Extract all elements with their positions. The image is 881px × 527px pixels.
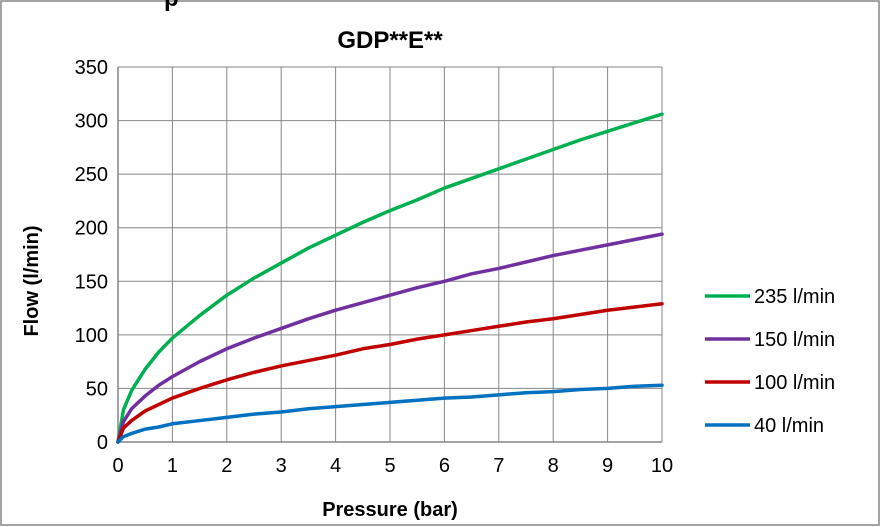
x-tick-label: 10 <box>651 455 673 477</box>
y-tick-label: 50 <box>86 378 108 400</box>
legend-label: 40 l/min <box>754 415 824 437</box>
legend-label: 235 l/min <box>754 286 835 308</box>
series-line-150-l-min <box>116 232 664 444</box>
series-line-100-l-min <box>116 302 664 444</box>
x-tick-label: 1 <box>167 455 178 477</box>
x-axis-title: Pressure (bar) <box>322 499 458 521</box>
series-line-235-l-min <box>116 112 664 444</box>
axes <box>117 67 662 443</box>
header-fragment: p <box>164 0 179 12</box>
series-line-40-l-min <box>116 383 664 444</box>
x-tick-label: 9 <box>602 455 613 477</box>
y-tick-label: 350 <box>75 57 108 79</box>
legend-label: 150 l/min <box>754 329 835 351</box>
legend: 235 l/min 150 l/min 100 l/min 40 l/min <box>705 286 835 437</box>
x-tick-label: 8 <box>548 455 559 477</box>
series-lines <box>116 112 664 444</box>
y-tick-label: 300 <box>75 111 108 133</box>
x-tick-label: 3 <box>276 455 287 477</box>
x-tick-label: 5 <box>384 455 395 477</box>
y-tick-label: 100 <box>75 325 108 347</box>
chart-title: GDP**E** <box>337 27 443 54</box>
x-tick-label: 2 <box>221 455 232 477</box>
y-tick-label: 200 <box>75 218 108 240</box>
x-tick-label: 4 <box>330 455 341 477</box>
y-tick-label: 150 <box>75 271 108 293</box>
y-tick-label: 250 <box>75 164 108 186</box>
y-tick-label: 0 <box>97 432 108 454</box>
y-axis-title: Flow (l/min) <box>21 225 43 336</box>
x-tick-label: 0 <box>112 455 123 477</box>
legend-label: 100 l/min <box>754 372 835 394</box>
x-tick-label: 7 <box>493 455 504 477</box>
x-tick-label: 6 <box>439 455 450 477</box>
